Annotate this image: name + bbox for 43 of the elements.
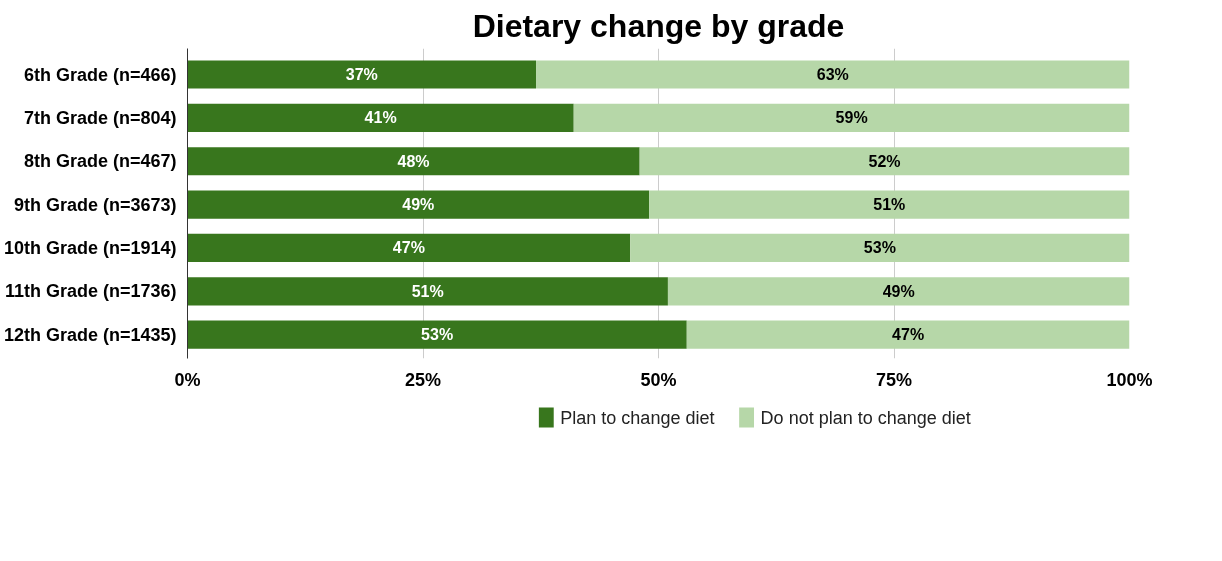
data-label: 52% xyxy=(868,152,901,170)
data-label: 63% xyxy=(816,66,849,84)
legend-label: Plan to change diet xyxy=(560,407,715,428)
bar xyxy=(187,190,650,219)
data-label: 53% xyxy=(863,239,896,257)
x-tick-label: 100% xyxy=(1106,369,1153,390)
data-label: 47% xyxy=(392,239,425,257)
data-label: 41% xyxy=(364,109,397,127)
chart-title: Dietary change by grade xyxy=(472,7,845,44)
y-tick-label: 9th Grade (n=3673) xyxy=(13,194,177,215)
y-tick-label: 12th Grade (n=1435) xyxy=(3,324,177,345)
data-label: 49% xyxy=(882,282,915,300)
y-tick-label: 10th Grade (n=1914) xyxy=(3,237,177,258)
legend-label: Do not plan to change diet xyxy=(760,407,971,428)
x-tick-label: 25% xyxy=(404,369,442,390)
data-label: 51% xyxy=(411,282,444,300)
data-label: 53% xyxy=(421,326,454,344)
x-tick-label: 0% xyxy=(174,369,201,390)
bar xyxy=(187,320,687,349)
data-label: 49% xyxy=(402,196,435,214)
bar xyxy=(187,277,668,306)
data-label: 47% xyxy=(892,326,925,344)
bar xyxy=(686,320,1130,349)
bar xyxy=(639,147,1130,176)
bar xyxy=(667,277,1130,306)
bar xyxy=(187,147,640,176)
x-tick-label: 75% xyxy=(875,369,913,390)
data-label: 59% xyxy=(835,109,868,127)
x-tick-label: 50% xyxy=(640,369,677,390)
bar xyxy=(573,103,1130,132)
bar xyxy=(187,60,537,89)
data-label: 51% xyxy=(873,196,906,214)
bar xyxy=(187,103,574,132)
bar xyxy=(630,233,1130,263)
y-tick-label: 6th Grade (n=466) xyxy=(23,64,177,85)
bar xyxy=(649,190,1130,219)
data-label: 48% xyxy=(397,152,430,170)
bar xyxy=(187,233,631,263)
bar xyxy=(536,60,1130,89)
y-tick-label: 8th Grade (n=467) xyxy=(23,151,177,172)
data-label: 37% xyxy=(345,66,378,84)
y-tick-label: 7th Grade (n=804) xyxy=(23,107,177,128)
y-tick-label: 11th Grade (n=1736) xyxy=(4,281,177,302)
